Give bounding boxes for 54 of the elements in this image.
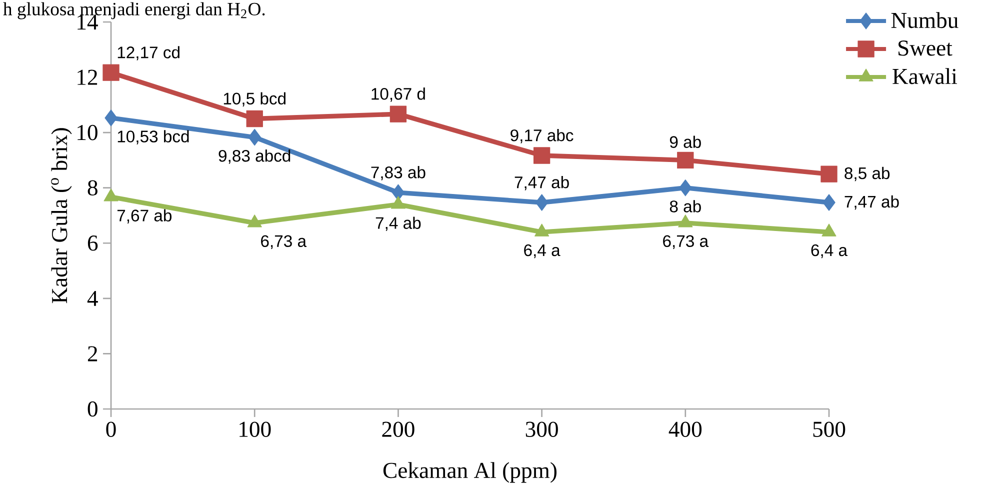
- data-label: 10,67 d: [372, 88, 425, 102]
- y-tick-label: 2: [88, 346, 98, 362]
- point: [822, 194, 836, 211]
- data-label: 7,4 ab: [376, 216, 421, 231]
- legend-label: Numbu: [891, 12, 958, 28]
- point: [533, 147, 550, 164]
- data-label: 9,83 abcd: [218, 150, 290, 164]
- data-label: 6,4 a: [524, 244, 560, 258]
- data-label: 7,83 ab: [371, 166, 426, 180]
- x-tick-label: 100: [240, 422, 271, 438]
- data-label: 6,73 a: [663, 235, 709, 249]
- x-tick-label: 400: [668, 422, 702, 438]
- data-label: 10,53 bcd: [118, 130, 189, 144]
- x-tick-label: 300: [526, 422, 558, 438]
- data-label: 12,17 cd: [118, 46, 180, 60]
- point: [248, 128, 261, 146]
- data-label: 10,5 bcd: [224, 92, 286, 106]
- point: [820, 166, 838, 182]
- data-label: 9,17 abc: [510, 129, 574, 144]
- point: [246, 110, 263, 128]
- x-tick-label: 200: [382, 422, 414, 438]
- point: [104, 188, 118, 202]
- y-tick-label: 6: [88, 236, 98, 251]
- point: [247, 214, 262, 228]
- point: [822, 224, 836, 236]
- data-label: 7,47 ab: [514, 176, 569, 190]
- data-label: 9 ab: [670, 136, 701, 148]
- data-label: 7,67 ab: [117, 209, 172, 224]
- data-label: 7,47 ab: [844, 195, 899, 210]
- y-tick-label: 0: [88, 401, 98, 417]
- y-tick-label: 10: [78, 124, 98, 140]
- x-tick-label: 0: [106, 422, 116, 438]
- data-label: 6,73 a: [261, 235, 307, 249]
- point: [392, 184, 405, 201]
- y-tick-label: 4: [87, 290, 98, 306]
- point: [390, 196, 406, 209]
- y-tick-label: 8: [88, 180, 98, 196]
- x-axis-title: Cekaman Al (ppm): [383, 462, 556, 483]
- legend-label: Sweet: [898, 40, 952, 56]
- y-axis-title: Kadar Gula ($^{o}$ brix): [51, 128, 72, 304]
- point: [102, 64, 120, 81]
- x-tick-label: 500: [813, 422, 846, 438]
- point: [534, 224, 550, 236]
- point: [679, 180, 692, 196]
- point: [390, 106, 407, 122]
- point: [104, 110, 118, 126]
- point: [678, 214, 693, 228]
- legend-label: Kawali: [892, 68, 958, 84]
- data-label: 8 ab: [670, 200, 701, 212]
- point: [535, 194, 548, 211]
- point: [677, 152, 694, 169]
- data-label: 8,5 ab: [844, 166, 890, 182]
- data-label: 6,4 a: [811, 244, 848, 258]
- y-tick-label: 12: [78, 70, 98, 85]
